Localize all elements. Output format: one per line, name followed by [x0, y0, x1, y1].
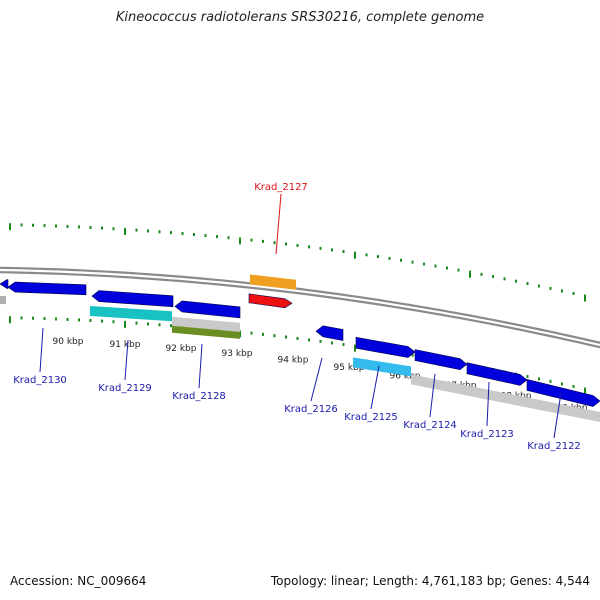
scale-label: 93 kbp [222, 349, 253, 359]
gene-label: Krad_2124 [403, 420, 457, 431]
backbone-bottom-line [0, 271, 600, 349]
map-title: Kineococcus radiotolerans SRS30216, comp… [115, 10, 485, 25]
backbone [0, 266, 600, 349]
gene-leader-line [486, 381, 490, 427]
gene-label: Krad_2126 [284, 404, 338, 415]
scale-label: 96 kbp [390, 371, 421, 381]
gene-arrow [0, 279, 9, 289]
scale-label: 95 kbp [334, 363, 365, 373]
gene-feature-bar [90, 305, 172, 322]
gene-label: Krad_2123 [460, 429, 514, 440]
gene-leader-line [370, 365, 380, 410]
gene-label: Krad_2122 [527, 441, 581, 452]
gene-label: Krad_2128 [172, 391, 226, 402]
gene-labels: Krad_2130 Krad_2129 Krad_2128 Krad_2127 Krad… [13, 182, 581, 452]
gene-label: Krad_2129 [98, 383, 152, 394]
gene-leader-line [124, 339, 129, 381]
gene-feature-bar [250, 274, 296, 290]
gene-feature-bar [172, 325, 240, 339]
scale-label: 92 kbp [166, 344, 197, 354]
scale-ticks-top [9, 223, 586, 302]
backbone-top-line [0, 266, 600, 344]
gene-arrow [315, 325, 344, 341]
scale-label: 94 kbp [278, 355, 309, 365]
gene-feature-bar [172, 316, 240, 332]
gene-arrow-highlight [248, 293, 293, 309]
gene-track [0, 274, 600, 422]
gene-feature-bar [0, 296, 6, 305]
gene-label: Krad_2125 [344, 412, 398, 423]
gene-leader-line [39, 327, 44, 373]
gene-arrow [355, 336, 416, 358]
gene-feature-bar [411, 374, 600, 422]
gene-label: Krad_2130 [13, 375, 67, 386]
scale-label: 91 kbp [110, 340, 141, 350]
gene-leader-line [553, 392, 562, 439]
gene-feature-bar [353, 357, 411, 377]
accession-label: Accession: NC_009664 [10, 574, 147, 588]
gene-leader-line [275, 193, 282, 255]
gene-arrow [466, 362, 528, 386]
scale-label: 90 kbp [53, 337, 84, 347]
gene-leader-line [310, 357, 323, 402]
gene-arrow [174, 300, 241, 319]
gene-arrow [526, 379, 600, 407]
gene-arrow [414, 349, 468, 371]
genome-summary: Topology: linear; Length: 4,761,183 bp; … [270, 574, 590, 588]
gene-arrow [7, 281, 87, 296]
gene-leader-line [429, 373, 436, 418]
gene-label: Krad_2127 [254, 182, 308, 193]
gene-leader-line [198, 343, 203, 389]
gene-arrow [91, 290, 174, 308]
